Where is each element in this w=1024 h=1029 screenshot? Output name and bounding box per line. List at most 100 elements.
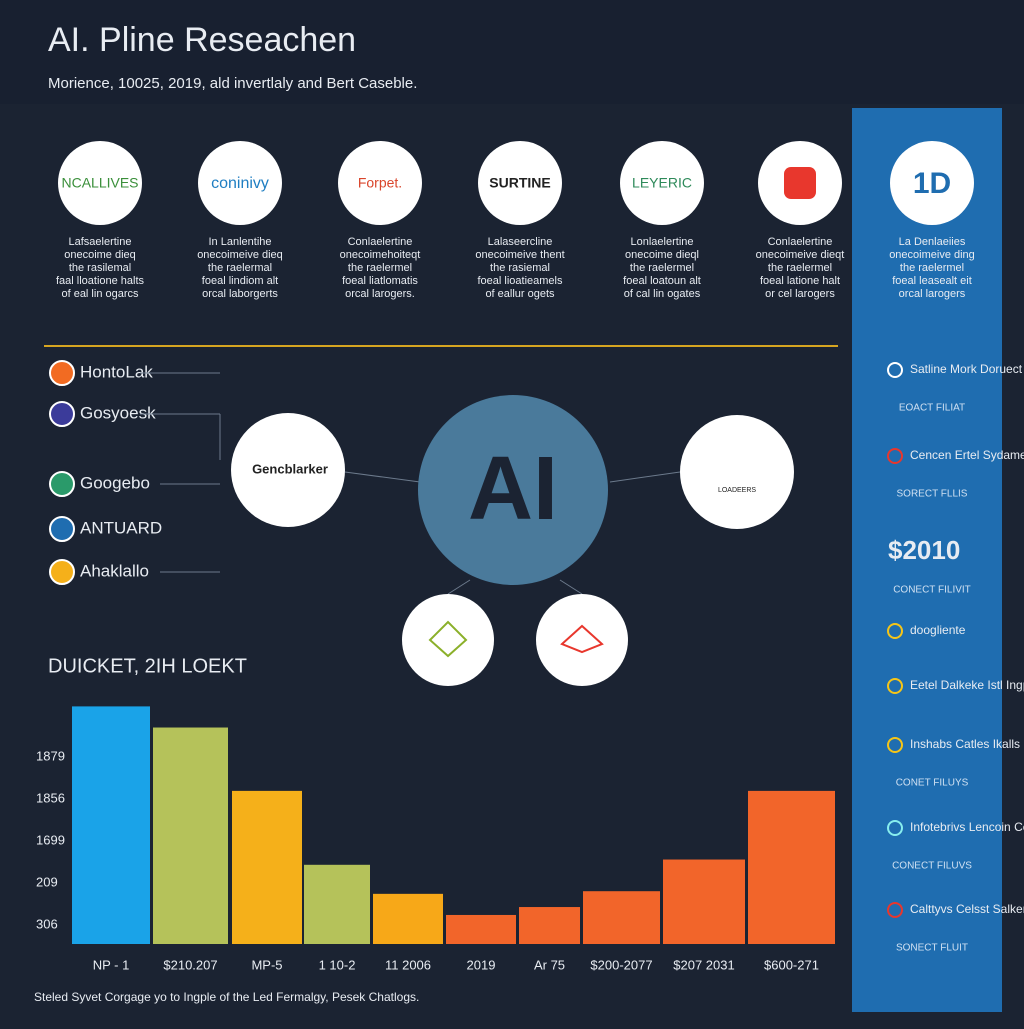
logo-description: foeal latione halt [760, 275, 840, 287]
item-icon [887, 820, 903, 836]
item-icon [887, 737, 903, 753]
badge-circle [890, 141, 974, 225]
item-note: SORECT FLLIS [897, 489, 968, 500]
y-label: 1856 [36, 790, 65, 805]
partner-name: ANTUARD [80, 518, 162, 537]
footer: Steled Syvet Corgage yo to Ingple of the… [34, 990, 419, 1004]
node-icon [428, 620, 468, 658]
panel-description: onecoimeive ding [889, 249, 975, 261]
panel-description: foeal leasealt eit [892, 275, 972, 287]
x-tick-label: $207 2031 [673, 957, 734, 972]
item-label: doogliente [910, 623, 966, 637]
partner-name: Gosyoesk [80, 403, 156, 422]
item-label: Eetel Dalkeke Istl Ingperty [910, 678, 1024, 692]
logo-name: NCALLIVES [61, 175, 138, 191]
y-label: 1879 [36, 748, 65, 763]
partner-name: Googebo [80, 473, 150, 492]
chart-title: DUICKET, 2IH LOEKT [48, 655, 247, 677]
side-panel [852, 108, 1002, 1012]
logo-description: the raelermel [348, 262, 412, 274]
x-tick-label: $210.207 [163, 957, 217, 972]
item-icon [887, 902, 903, 918]
connector [609, 471, 681, 483]
panel-description: orcal larogers [899, 288, 966, 300]
logo-description: onecoime dieq [64, 249, 136, 261]
connector [559, 579, 583, 595]
item-label: Cencen Ertel Sydamet [910, 448, 1024, 462]
ai-text: AI [468, 439, 558, 539]
x-tick-label: $600-271 [764, 957, 819, 972]
bar [232, 790, 302, 944]
y-label: 1699 [36, 832, 65, 847]
x-tick-label: NP - 1 [93, 957, 130, 972]
item-label: Calttyvs Celsst Salkering [910, 902, 1024, 916]
logo-description: Lonlaelertine [631, 236, 694, 248]
logo-description: the rasilemal [69, 262, 131, 274]
node-circle [536, 594, 628, 686]
logo-description: the raelermal [208, 262, 272, 274]
node-circle [402, 594, 494, 686]
item-label: Satline Mork Doruect [910, 362, 1023, 376]
logo-description: foeal loatoun alt [623, 275, 701, 287]
partner-name: Ahaklallo [80, 561, 149, 580]
logo-description: of cal lin ogates [624, 288, 701, 300]
item-note: EOACT FILIAT [899, 403, 965, 414]
item-note: CONECT FILUVS [892, 861, 972, 872]
x-tick-label: MP-5 [251, 957, 282, 972]
logo-name: SURTINE [489, 175, 550, 191]
node-circle [680, 415, 794, 529]
logo-name: coninivy [211, 175, 269, 192]
logo-description: Conlaelertine [348, 236, 413, 248]
logo-description: orcal larogers. [345, 288, 415, 300]
logo-description: of eallur ogets [485, 288, 555, 300]
logo-circle [620, 141, 704, 225]
bar [519, 907, 580, 944]
y-label: 209 [36, 874, 58, 889]
badge-text: 1D [913, 167, 951, 200]
bar [72, 706, 150, 944]
partner-icon [49, 471, 75, 497]
logo-description: Lalaseercline [488, 236, 553, 248]
logo-description: foeal lindiom alt [202, 275, 278, 287]
x-tick-label: $200-2077 [590, 957, 652, 972]
bar [373, 893, 443, 944]
logo-circle [198, 141, 282, 225]
partner-icon [49, 516, 75, 542]
connector [447, 579, 471, 595]
logo-description: onecoimeive dieqt [756, 249, 845, 261]
logo-name: LEYERIC [632, 175, 692, 191]
item-icon [887, 678, 903, 694]
x-tick-label: 11 2006 [385, 957, 431, 972]
logo-description: or cel larogers [765, 288, 835, 300]
panel-description: the raelermel [900, 262, 964, 274]
logo-description: In Lanlentihe [209, 236, 272, 248]
logo-description: the raelermel [630, 262, 694, 274]
item-note: CONECT FILIVIT [893, 585, 971, 596]
title: AI. Pline Reseachen [48, 21, 356, 59]
x-tick-label: 2019 [467, 957, 496, 972]
partner-name: HontoLak [80, 362, 153, 381]
item-icon [887, 623, 903, 639]
bar [583, 891, 660, 944]
connector [344, 471, 421, 483]
logo-description: foeal liatlomatis [342, 275, 418, 287]
partner-icon [49, 401, 75, 427]
header-bg [0, 0, 1024, 104]
item-icon [887, 448, 903, 464]
logo-circle [338, 141, 422, 225]
item-label: $2010 [888, 535, 960, 565]
logo-description: onecoime dieql [625, 249, 699, 261]
node-label: Gencblarker [252, 461, 328, 476]
item-note: SONECT FLUIT [896, 943, 968, 954]
logo-circle [58, 141, 142, 225]
bar [153, 727, 228, 944]
partner-icon [49, 360, 75, 386]
logo-description: the raelermel [768, 262, 832, 274]
bar [663, 859, 745, 944]
bar [304, 864, 370, 944]
logo-name: Forpet. [358, 175, 402, 191]
item-label: Infotebrivs Lencoin Ceats [910, 820, 1024, 834]
item-label: Inshabs Catles Ikalls [910, 737, 1020, 751]
logo-description: onecoimehoiteqt [340, 249, 421, 261]
